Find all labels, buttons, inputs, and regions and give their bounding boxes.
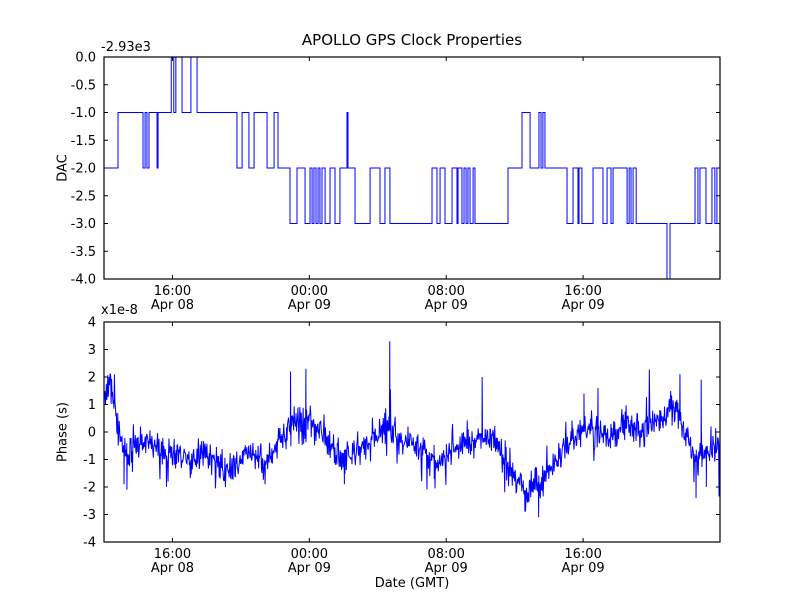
y-tick-label: -3.0 [71, 217, 96, 232]
x-tick-date-label: Apr 09 [288, 298, 331, 313]
x-axis-label: Date (GMT) [374, 576, 450, 591]
y-tick-label: 0.0 [75, 51, 96, 66]
phase-axis-label: Phase (s) [55, 402, 71, 462]
phase-axis-multiplier-label: x1e-8 [101, 303, 138, 318]
y-tick-label: -2.0 [71, 162, 96, 177]
x-tick-time-label: 08:00 [427, 547, 464, 562]
y-tick-label: -4 [83, 536, 96, 551]
x-tick-time-label: 16:00 [564, 284, 601, 299]
x-tick-date-label: Apr 08 [151, 298, 194, 313]
phase-axes-frame [103, 321, 721, 543]
x-tick-date-label: Apr 08 [151, 561, 194, 576]
y-tick-label: 2 [88, 371, 96, 386]
x-tick-time-label: 16:00 [154, 284, 191, 299]
y-tick-label: -2 [83, 481, 96, 496]
x-tick-date-label: Apr 09 [562, 298, 605, 313]
y-tick-label: -3 [83, 508, 96, 523]
y-tick-label: -1.0 [71, 106, 96, 121]
y-tick-label: -0.5 [71, 78, 96, 93]
x-tick-time-label: 00:00 [291, 284, 328, 299]
y-tick-label: -3.5 [71, 245, 96, 260]
x-tick-date-label: Apr 09 [425, 561, 468, 576]
y-tick-label: 1 [88, 398, 96, 413]
y-tick-label: 0 [88, 426, 96, 441]
dac-series-line [104, 56, 720, 280]
phase-series-line [103, 341, 721, 518]
y-tick-label: 4 [88, 316, 96, 331]
chart-title: APOLLO GPS Clock Properties [301, 31, 523, 49]
x-tick-date-label: Apr 09 [288, 561, 331, 576]
x-tick-time-label: 08:00 [427, 284, 464, 299]
x-tick-date-label: Apr 09 [425, 298, 468, 313]
x-tick-time-label: 16:00 [154, 547, 191, 562]
x-tick-time-label: 00:00 [291, 547, 328, 562]
dac-axis-offset-label: -2.93e3 [101, 40, 151, 55]
x-tick-date-label: Apr 09 [562, 561, 605, 576]
y-tick-label: -1 [83, 453, 96, 468]
y-tick-label: -1.5 [71, 134, 96, 149]
x-tick-time-label: 16:00 [564, 547, 601, 562]
dac-axes-frame [103, 56, 721, 280]
y-tick-label: -4.0 [71, 273, 96, 288]
dac-axis-label: DAC [55, 154, 71, 182]
y-tick-label: 3 [88, 343, 96, 358]
y-tick-label: -2.5 [71, 189, 96, 204]
